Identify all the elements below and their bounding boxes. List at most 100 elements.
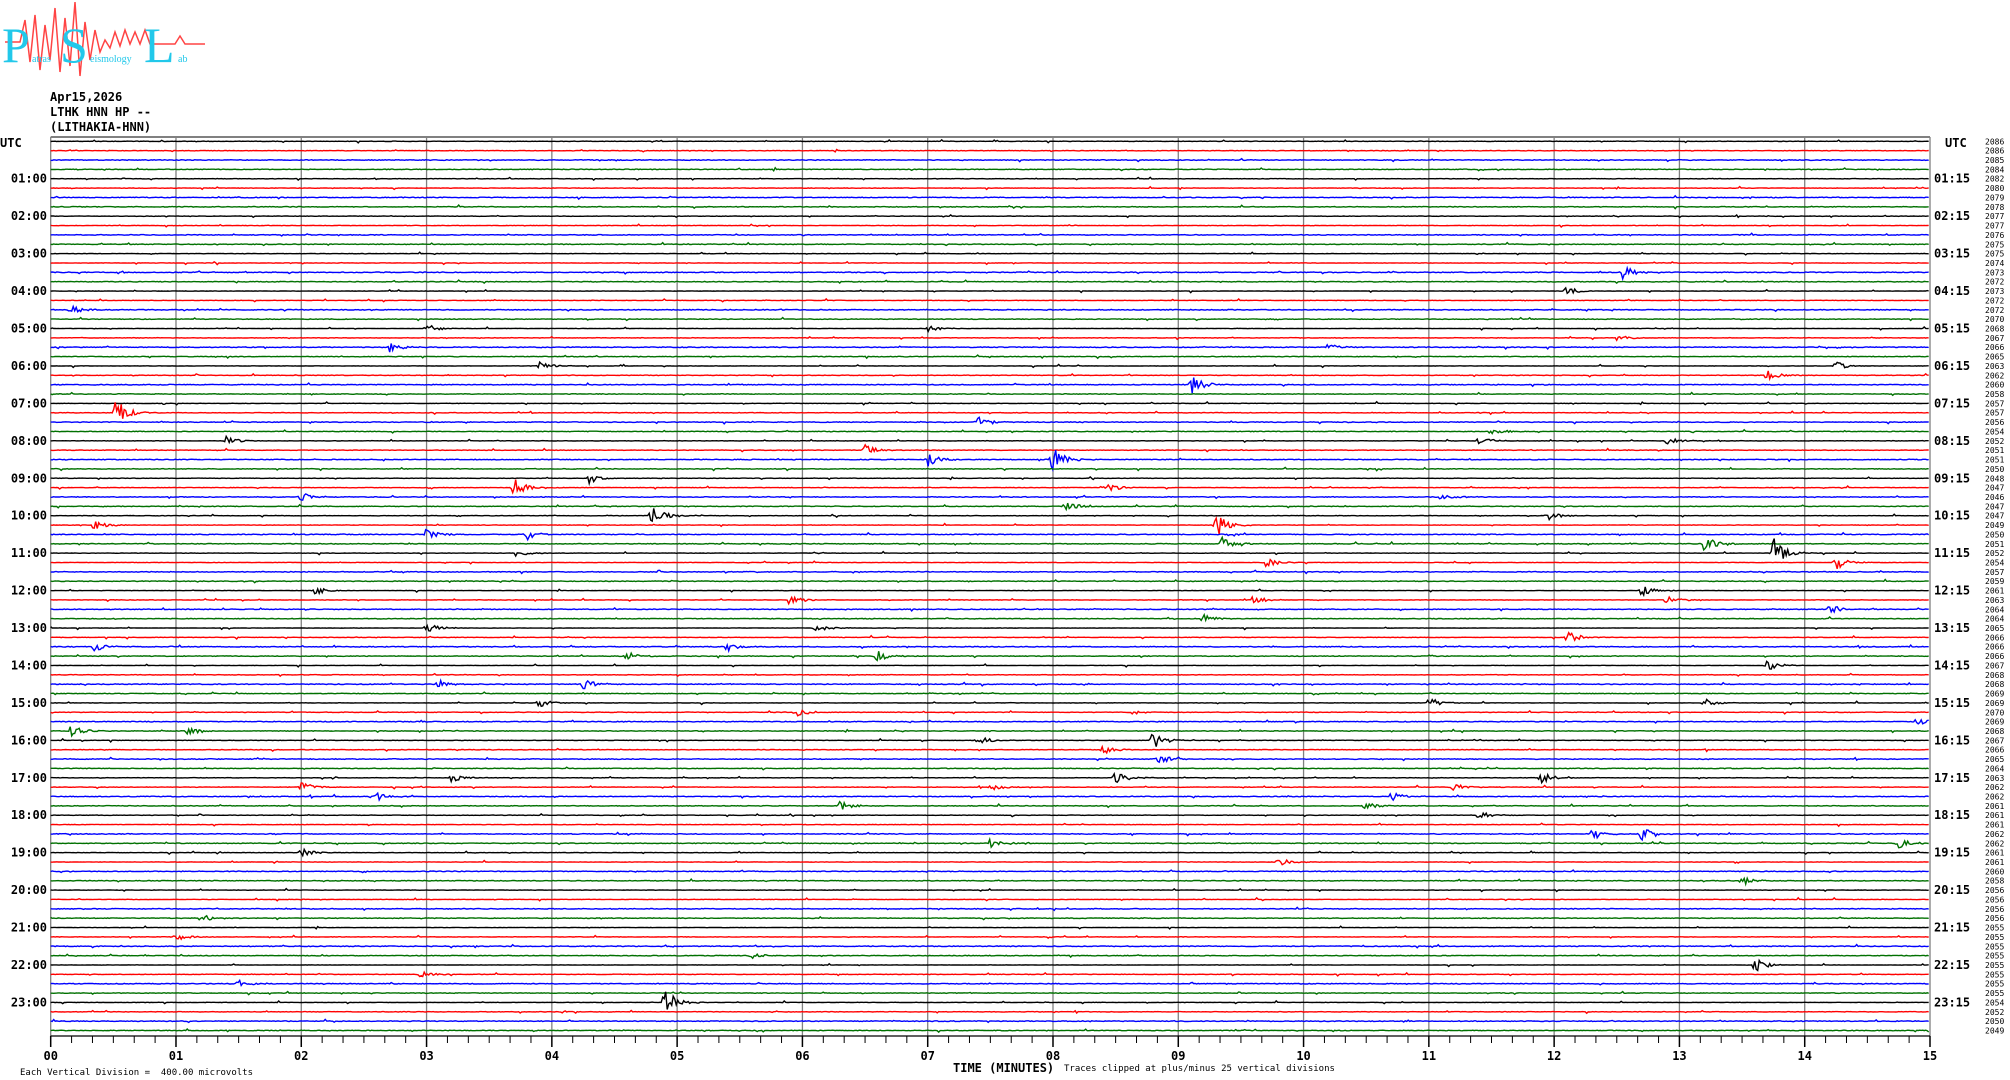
row-value-label: 2058 xyxy=(1985,877,2004,886)
trace-row-80 xyxy=(50,887,1929,893)
right-hour-label: 09:15 xyxy=(1934,471,1970,485)
x-tick-label: 02 xyxy=(294,1049,308,1063)
x-tick-label: 12 xyxy=(1547,1049,1561,1063)
trace-row-49 xyxy=(50,595,1929,606)
logo-letter-p: P xyxy=(2,17,30,73)
trace-row-17 xyxy=(50,297,1929,303)
row-value-label: 2066 xyxy=(1985,643,2004,652)
trace-row-3 xyxy=(50,166,1929,173)
row-value-label: 2080 xyxy=(1985,184,2004,193)
left-axis-title: UTC xyxy=(0,136,22,150)
x-tick-label: 06 xyxy=(795,1049,809,1063)
left-hour-label: 14:00 xyxy=(11,658,47,672)
right-hour-label: 15:15 xyxy=(1934,696,1970,710)
left-hour-label: 16:00 xyxy=(11,733,47,747)
left-hour-label: 17:00 xyxy=(11,771,47,785)
logo-wave xyxy=(5,1,205,77)
right-hour-label: 16:15 xyxy=(1934,733,1970,747)
row-value-label: 2046 xyxy=(1985,493,2004,502)
trace-row-42 xyxy=(50,528,1930,542)
trace-row-73 xyxy=(50,822,1929,828)
right-hour-label: 21:15 xyxy=(1934,921,1970,935)
trace-row-0 xyxy=(50,138,1929,144)
right-hour-label: 18:15 xyxy=(1934,808,1970,822)
row-value-label: 2056 xyxy=(1985,895,2004,904)
x-axis-label: TIME (MINUTES) xyxy=(953,1061,1054,1075)
trace-row-41 xyxy=(50,515,1929,535)
trace-row-76 xyxy=(50,847,1929,858)
row-value-label: 2063 xyxy=(1985,596,2004,605)
right-hour-label: 02:15 xyxy=(1934,209,1970,223)
x-tick-label: 08 xyxy=(1046,1049,1060,1063)
trace-row-60 xyxy=(50,698,1929,708)
trace-row-82 xyxy=(50,906,1929,912)
right-hour-label: 01:15 xyxy=(1934,172,1970,186)
trace-row-68 xyxy=(50,771,1929,785)
x-tick-label: 01 xyxy=(169,1049,183,1063)
row-value-label: 2064 xyxy=(1985,764,2004,773)
trace-row-29 xyxy=(50,402,1929,419)
trace-row-11 xyxy=(50,241,1929,247)
trace-row-38 xyxy=(50,493,1929,501)
row-value-label: 2069 xyxy=(1985,718,2004,727)
row-value-label: 2055 xyxy=(1985,980,2004,989)
row-value-label: 2052 xyxy=(1985,549,2004,558)
row-value-label: 2066 xyxy=(1985,633,2004,642)
row-value-label: 2068 xyxy=(1985,727,2004,736)
trace-row-50 xyxy=(50,606,1929,614)
row-value-label: 2078 xyxy=(1985,203,2004,212)
trace-row-84 xyxy=(50,925,1929,930)
row-value-label: 2052 xyxy=(1985,437,2004,446)
row-value-label: 2051 xyxy=(1985,540,2004,549)
trace-row-45 xyxy=(50,558,1929,570)
trace-row-18 xyxy=(50,304,1929,314)
left-hour-label: 12:00 xyxy=(11,584,47,598)
left-hour-label: 23:00 xyxy=(11,995,47,1009)
right-hour-label: 12:15 xyxy=(1934,584,1970,598)
trace-row-48 xyxy=(50,586,1929,598)
left-hour-label: 15:00 xyxy=(11,696,47,710)
left-hour-label: 07:00 xyxy=(11,396,47,410)
row-value-label: 2059 xyxy=(1985,577,2004,586)
row-value-label: 2066 xyxy=(1985,746,2004,755)
trace-row-13 xyxy=(50,260,1929,266)
row-value-label: 2054 xyxy=(1985,998,2004,1007)
trace-row-9 xyxy=(50,223,1929,228)
left-hour-label: 22:00 xyxy=(11,958,47,972)
row-value-label: 2066 xyxy=(1985,343,2004,352)
row-value-label: 2065 xyxy=(1985,353,2004,362)
row-value-label: 2067 xyxy=(1985,736,2004,745)
x-tick-label: 07 xyxy=(920,1049,934,1063)
row-value-label: 2067 xyxy=(1985,334,2004,343)
trace-row-55 xyxy=(50,651,1929,662)
row-value-label: 2056 xyxy=(1985,914,2004,923)
row-value-label: 2069 xyxy=(1985,699,2004,708)
trace-row-5 xyxy=(50,185,1929,191)
row-value-label: 2068 xyxy=(1985,325,2004,334)
row-value-label: 2055 xyxy=(1985,970,2004,979)
right-hour-label: 13:15 xyxy=(1934,621,1970,635)
trace-row-28 xyxy=(50,400,1929,406)
row-value-label: 2060 xyxy=(1985,867,2004,876)
trace-row-57 xyxy=(50,672,1929,678)
trace-row-35 xyxy=(50,466,1929,472)
left-hour-label: 19:00 xyxy=(11,846,47,860)
row-value-label: 2075 xyxy=(1985,250,2004,259)
trace-row-67 xyxy=(50,766,1929,771)
trace-row-56 xyxy=(50,660,1929,670)
logo-letter-l: L xyxy=(144,17,175,73)
row-value-label: 2055 xyxy=(1985,961,2004,970)
x-tick-label: 04 xyxy=(545,1049,559,1063)
trace-row-27 xyxy=(50,391,1929,397)
row-value-label: 2052 xyxy=(1985,1008,2004,1017)
row-value-label: 2065 xyxy=(1985,624,2004,633)
row-value-label: 2067 xyxy=(1985,661,2004,670)
right-hour-label: 22:15 xyxy=(1934,958,1970,972)
left-hour-label: 04:00 xyxy=(11,284,47,298)
row-value-label: 2061 xyxy=(1985,802,2004,811)
row-value-label: 2077 xyxy=(1985,212,2004,221)
row-value-label: 2072 xyxy=(1985,278,2004,287)
x-tick-label: 15 xyxy=(1923,1049,1937,1063)
row-value-label: 2073 xyxy=(1985,287,2004,296)
x-tick-label: 00 xyxy=(43,1049,57,1063)
